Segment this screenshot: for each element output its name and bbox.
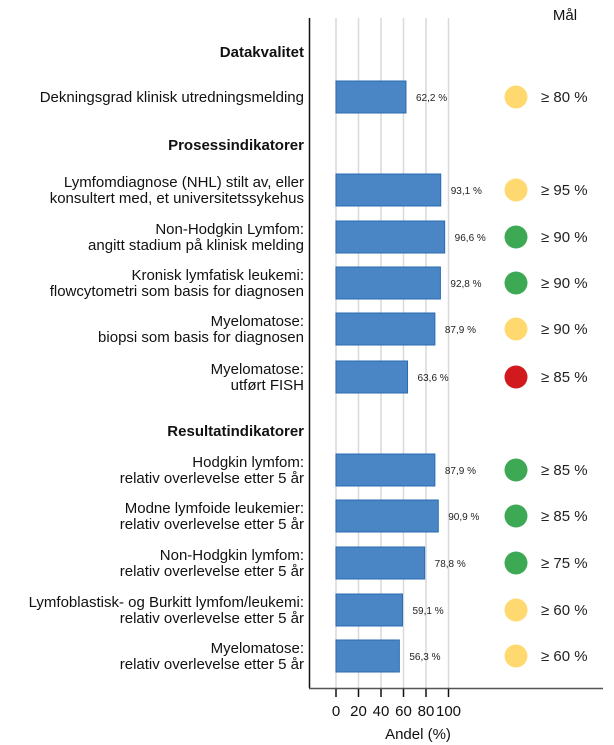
- value-label: 90,9 %: [448, 512, 479, 523]
- status-green-icon: [504, 551, 528, 575]
- section-header: Prosessindikatorer: [168, 137, 304, 154]
- section-header: Datakvalitet: [220, 44, 304, 61]
- status-yellow-icon: [504, 598, 528, 622]
- section-header-label: Resultatindikatorer: [167, 423, 304, 440]
- indicator-label: flowcytometri som basis for diagnosen: [50, 283, 304, 300]
- x-tick-label: 0: [332, 703, 340, 720]
- indicator-row: Lymfoblastisk- og Burkitt lymfom/leukemi…: [29, 593, 588, 627]
- bar: [335, 593, 403, 627]
- target-label: ≥ 60 %: [541, 602, 588, 619]
- indicator-label: Lymfomdiagnose (NHL) stilt av, eller: [64, 174, 304, 191]
- status-green-icon: [504, 225, 528, 249]
- indicator-row: Dekningsgrad klinisk utredningsmelding 62…: [40, 80, 588, 114]
- x-tick-label: 100: [436, 703, 461, 720]
- target-label: ≥ 90 %: [541, 321, 588, 338]
- grid-lines: [335, 18, 450, 688]
- bar: [335, 453, 436, 487]
- value-label: 59,1 %: [412, 606, 443, 617]
- bar: [335, 499, 439, 533]
- bar: [335, 360, 409, 394]
- value-label: 56,3 %: [409, 652, 440, 663]
- indicator-label: Hodgkin lymfom:: [192, 454, 304, 471]
- indicator-label: Lymfoblastisk- og Burkitt lymfom/leukemi…: [29, 594, 304, 611]
- indicator-row: Lymfomdiagnose (NHL) stilt av, ellerkons…: [50, 173, 588, 207]
- x-tick-label: 60: [395, 703, 412, 720]
- target-label: ≥ 95 %: [541, 182, 588, 199]
- indicator-label: relativ overlevelse etter 5 år: [120, 516, 304, 533]
- bar: [335, 639, 400, 673]
- x-tick-label: 40: [373, 703, 390, 720]
- value-label: 87,9 %: [445, 466, 476, 477]
- bar: [335, 312, 436, 346]
- indicator-label: biopsi som basis for diagnosen: [98, 329, 304, 346]
- status-yellow-icon: [504, 317, 528, 341]
- indicator-label: Modne lymfoide leukemier:: [125, 500, 304, 517]
- value-label: 96,6 %: [455, 233, 486, 244]
- indicator-label: konsultert med, et universitetssykehus: [50, 190, 304, 207]
- value-label: 78,8 %: [435, 559, 466, 570]
- indicator-label: Non-Hodgkin Lymfom:: [155, 221, 304, 238]
- x-tick-label: 80: [418, 703, 435, 720]
- indicator-label: utført FISH: [231, 377, 304, 394]
- bar: [335, 173, 442, 207]
- indicator-label: relativ overlevelse etter 5 år: [120, 610, 304, 627]
- bar: [335, 220, 446, 254]
- section-header-label: Datakvalitet: [220, 44, 304, 61]
- chart-rows: Datakvalitet Dekningsgrad klinisk utredni…: [29, 44, 588, 673]
- indicator-row: Myelomatose:biopsi som basis for diagnos…: [98, 312, 588, 346]
- status-green-icon: [504, 504, 528, 528]
- target-label: ≥ 60 %: [541, 648, 588, 665]
- indicator-label: Dekningsgrad klinisk utredningsmelding: [40, 89, 304, 106]
- value-label: 62,2 %: [416, 93, 447, 104]
- value-label: 63,6 %: [418, 373, 449, 384]
- indicator-label: relativ overlevelse etter 5 år: [120, 656, 304, 673]
- indicator-label: Myelomatose:: [211, 361, 304, 378]
- target-label: ≥ 85 %: [541, 508, 588, 525]
- x-ticks: 0 20 40 60 80 100: [332, 689, 461, 720]
- indicator-row: Myelomatose:utført FISH 63,6 % ≥ 85 %: [211, 360, 588, 394]
- x-axis-label: Andel (%): [385, 726, 451, 743]
- indicator-row: Modne lymfoide leukemier:relativ overlev…: [120, 499, 588, 533]
- status-yellow-icon: [504, 178, 528, 202]
- indicator-row: Hodgkin lymfom:relativ overlevelse etter…: [120, 453, 588, 487]
- bar: [335, 546, 426, 580]
- status-yellow-icon: [504, 85, 528, 109]
- indicator-label: Kronisk lymfatisk leukemi:: [131, 267, 304, 284]
- section-header-label: Prosessindikatorer: [168, 137, 304, 154]
- indicator-row: Myelomatose:relativ overlevelse etter 5 …: [120, 639, 588, 673]
- target-header: Mål: [553, 7, 577, 24]
- status-green-icon: [504, 458, 528, 482]
- status-green-icon: [504, 271, 528, 295]
- value-label: 87,9 %: [445, 325, 476, 336]
- indicator-row: Kronisk lymfatisk leukemi:flowcytometri …: [50, 266, 588, 300]
- status-yellow-icon: [504, 644, 528, 668]
- status-red-icon: [504, 365, 528, 389]
- indicator-label: angitt stadium på klinisk melding: [88, 237, 304, 254]
- target-label: ≥ 90 %: [541, 229, 588, 246]
- value-label: 92,8 %: [450, 279, 481, 290]
- value-label: 93,1 %: [451, 186, 482, 197]
- indicator-row: Non-Hodgkin Lymfom:angitt stadium på kli…: [88, 220, 588, 254]
- indicator-label: relativ overlevelse etter 5 år: [120, 563, 304, 580]
- target-label: ≥ 75 %: [541, 555, 588, 572]
- x-tick-label: 20: [350, 703, 367, 720]
- section-header: Resultatindikatorer: [167, 423, 304, 440]
- bar: [335, 266, 441, 300]
- target-label: ≥ 85 %: [541, 369, 588, 386]
- indicator-label: relativ overlevelse etter 5 år: [120, 470, 304, 487]
- target-label: ≥ 90 %: [541, 275, 588, 292]
- target-label: ≥ 80 %: [541, 89, 588, 106]
- target-label: ≥ 85 %: [541, 462, 588, 479]
- indicator-label: Non-Hodgkin lymfom:: [160, 547, 304, 564]
- indicator-label: Myelomatose:: [211, 313, 304, 330]
- bar: [335, 80, 407, 114]
- indicator-row: Non-Hodgkin lymfom:relativ overlevelse e…: [120, 546, 588, 580]
- indicator-label: Myelomatose:: [211, 640, 304, 657]
